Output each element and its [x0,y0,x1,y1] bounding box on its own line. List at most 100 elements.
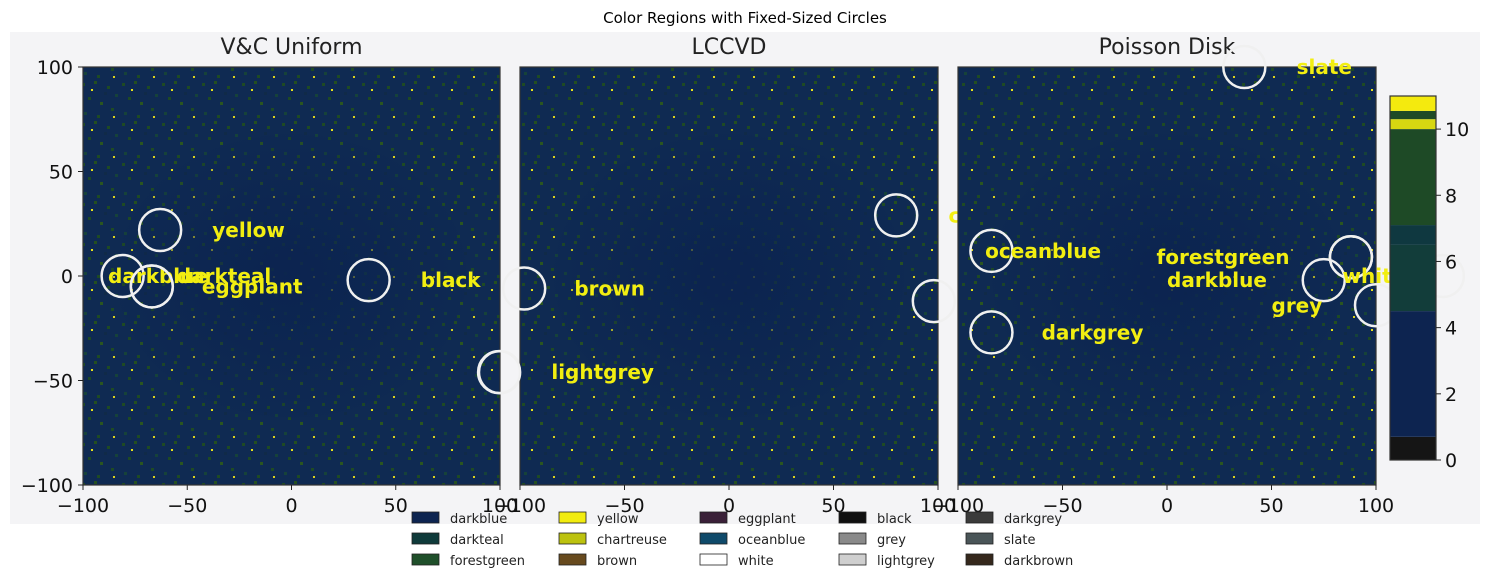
region-label: oceanblue [985,239,1101,263]
region-label: darkblue [1167,268,1267,292]
colorbar-tick-label: 10 [1445,119,1469,141]
legend-swatch [411,553,440,566]
legend-label: white [738,554,774,569]
legend-swatch [558,511,587,524]
x-tick-label: −100 [932,495,984,517]
colorbar: 0 2 4 6 8 10 [1389,95,1469,472]
legend: darkblue darkteal forestgreen yellow chartre… [411,511,1073,569]
legend-item: lightgrey [838,553,935,569]
legend-item: darkblue [411,511,507,527]
colorbar-segment [1390,244,1436,312]
region-circle [501,266,547,311]
legend-item: darkteal [411,532,504,548]
region-circle [476,349,522,395]
panel-title: Poisson Disk [1099,35,1236,60]
region-label: darkgrey [1042,320,1144,344]
x-tick-label: 0 [285,495,297,517]
panel-title: LCCVD [692,35,767,60]
x-tick-label: 50 [1259,495,1283,517]
legend-label: black [877,512,912,527]
region-circle [100,253,145,299]
x-tick-label: 0 [723,495,735,517]
legend-item: eggplant [699,511,796,527]
region-circle [137,207,183,253]
legend-swatch [558,532,587,545]
region-label: darkblue [108,264,208,288]
x-tick-label: 100 [482,495,518,517]
x-tick-label: 100 [1358,495,1394,517]
colorbar-tick-label: 0 [1445,450,1457,472]
legend-item: brown [558,553,637,569]
legend-swatch [965,532,994,545]
region-label: yellow [212,218,285,242]
colorbar-tick-label: 2 [1445,384,1457,406]
legend-label: forestgreen [450,554,525,569]
colorbar-segment [1390,311,1436,437]
legend-label: darkbrown [1004,554,1073,569]
legend-item: yellow [558,511,639,527]
legend-swatch [699,511,728,524]
legend-swatch [558,553,587,566]
legend-swatch [699,532,728,545]
panel-3: Poisson Disk−100 −50 0 50 100slateforestgree… [932,35,1466,517]
region-label: lightgrey [551,360,654,384]
legend-label: brown [597,554,637,569]
legend-swatch [838,511,867,524]
legend-swatch [838,553,867,566]
region-circle [911,278,957,324]
panels: V&C Uniform−100 −50 0 50 100100500−50−100yel… [21,35,1466,517]
legend-item: slate [965,532,1035,548]
colorbar-segment [1390,96,1436,111]
legend-label: grey [877,533,906,548]
region-label: forestgreen [1157,245,1290,269]
colorbar-tick-label: 8 [1445,185,1457,207]
x-tick-label: 50 [384,495,408,517]
legend-swatch [699,553,728,566]
x-tick-label: −50 [167,495,207,517]
legend-label: darkteal [450,533,504,548]
region-label: grey [1272,293,1323,317]
legend-label: lightgrey [877,554,935,569]
legend-item: black [838,511,912,527]
region-label: brown [574,277,645,301]
legend-item: darkbrown [965,553,1073,569]
colorbar-tick-label: 4 [1445,318,1457,340]
colorbar-segment [1390,110,1436,120]
region-circle [1222,44,1267,90]
legend-item: chartreuse [558,532,667,548]
colorbar-tick-label: 6 [1445,251,1457,273]
heatmap-center-region [991,133,1343,419]
x-tick-label: −100 [57,495,109,517]
region-label: darkteal [177,264,271,288]
legend-label: slate [1004,533,1035,548]
region-circle [969,310,1014,355]
colorbar-segment [1390,119,1436,130]
legend-swatch [965,553,994,566]
legend-label: darkgrey [1004,512,1062,527]
region-circle [1328,234,1374,280]
region-circle [129,264,175,309]
x-tick-label: −50 [604,495,644,517]
y-tick-label: −100 [21,475,73,497]
region-circle [1301,257,1346,303]
colorbar-segment [1390,129,1436,226]
legend-label: oceanblue [738,533,805,548]
heatmap-center-region [553,133,905,419]
legend-label: eggplant [738,512,796,527]
heatmap-center-region [116,133,467,419]
x-tick-label: 0 [1161,495,1173,517]
region-circle [969,228,1014,274]
legend-swatch [411,511,440,524]
legend-item: grey [838,532,906,548]
region-circle [873,193,919,238]
region-label: slate [1297,55,1352,79]
legend-swatch [411,532,440,545]
y-tick-label: 100 [37,57,73,79]
legend-swatch [838,532,867,545]
legend-item: forestgreen [411,553,525,569]
y-tick-label: 50 [49,162,73,184]
legend-item: oceanblue [699,532,805,548]
region-label: eggplant [202,274,303,298]
panel-1: V&C Uniform −100 −50 0 50 100 100 50 0 −50 −100 yel… [21,35,523,517]
